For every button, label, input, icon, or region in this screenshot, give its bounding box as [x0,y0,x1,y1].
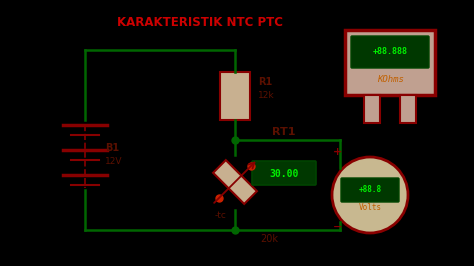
Text: KARAKTERISTIK NTC PTC: KARAKTERISTIK NTC PTC [117,15,283,28]
Bar [400,94,416,123]
Text: R1: R1 [258,77,272,87]
Bar [364,94,380,123]
Bar [345,30,435,94]
Text: −: − [333,222,342,232]
Text: Volts: Volts [358,202,382,211]
Circle shape [332,157,408,233]
FancyBboxPatch shape [252,161,316,185]
Text: 20k: 20k [260,234,278,244]
Text: B1: B1 [105,143,119,153]
Bar [220,72,250,120]
Polygon shape [213,160,257,204]
Text: KOhms: KOhms [376,76,403,85]
Text: -tc: -tc [215,211,227,220]
FancyBboxPatch shape [341,178,399,202]
FancyBboxPatch shape [351,36,429,68]
Text: 12V: 12V [105,157,122,167]
Text: 30.00: 30.00 [269,169,299,179]
Text: +: + [333,147,342,157]
Text: 12k: 12k [258,91,274,100]
Text: +88.888: +88.888 [373,48,408,56]
Text: +88.8: +88.8 [358,185,382,194]
Text: RT1: RT1 [272,127,295,137]
